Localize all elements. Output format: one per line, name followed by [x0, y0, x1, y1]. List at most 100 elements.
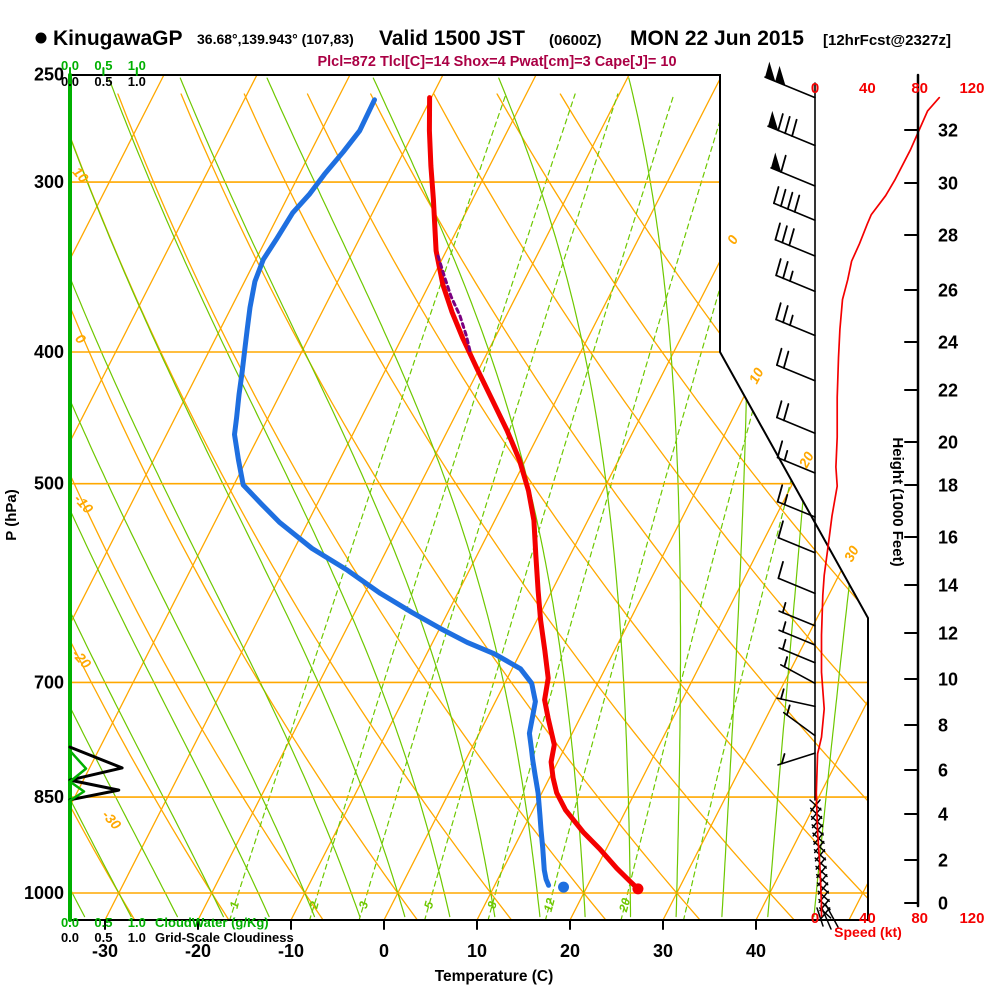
speed-tick-label-top: 0 [811, 80, 819, 97]
temperature-curve [426, 95, 641, 892]
moist-adiabat-line [498, 77, 632, 918]
wind-barb [779, 656, 816, 685]
isotherm-label: 20 [795, 449, 817, 471]
height-tick-label: 6 [938, 761, 948, 781]
wind-barb [778, 621, 816, 646]
moist-adiabat-line [70, 77, 316, 918]
isotherm-line [70, 75, 165, 920]
wind-barb [770, 152, 816, 187]
wind-barb [774, 222, 816, 257]
wind-barb [775, 302, 816, 337]
mixing-ratio-label: 20 [616, 896, 633, 914]
dry-adiabat-line [180, 93, 702, 920]
dry-adiabat-label: -30 [99, 807, 125, 833]
valid-zulu: (0600Z) [549, 32, 602, 49]
temperature-axis-title: Temperature (C) [435, 968, 554, 985]
pressure-tick-label: 500 [34, 474, 64, 494]
mixing-ratio-line [228, 93, 507, 920]
moist-adiabat-line [721, 77, 749, 918]
temperature-tick-label: -10 [278, 941, 304, 961]
temperature-surface-dot [632, 883, 644, 895]
moist-adiabat-line [266, 77, 541, 918]
mixing-ratio-label: 8 [484, 900, 499, 910]
height-axis-title: Height (1000 Feet) [889, 437, 906, 566]
pennant [765, 61, 776, 82]
forecast-tag: [12hrFcst@2327z] [823, 32, 951, 49]
mixing-ratio-label: 2 [306, 900, 322, 911]
height-tick-label: 12 [938, 624, 958, 644]
dewpoint-curve [232, 97, 552, 888]
height-tick-label: 4 [938, 805, 948, 825]
background-grid [70, 75, 868, 920]
isotherm-label: 10 [745, 365, 767, 386]
dry-adiabat-label: 0 [72, 330, 89, 347]
isotherm-line [290, 75, 723, 920]
parcel-curve [436, 254, 472, 352]
wind-barb [778, 638, 816, 664]
height-tick-label: 10 [938, 670, 958, 690]
dry-adiabat-line [306, 93, 868, 920]
height-tick-label: 24 [938, 333, 958, 353]
wind-barb [776, 400, 816, 435]
cloudiness-axis-title: Grid-Scale Cloudiness [155, 930, 294, 945]
wind-column [764, 61, 941, 930]
pressure-tick-label: 1000 [24, 883, 64, 903]
wind-barb [764, 61, 816, 99]
speed-tick-label-bottom: 120 [959, 910, 984, 927]
isotherm-line [569, 75, 868, 920]
pennant [775, 65, 786, 86]
isotherm-line [70, 75, 351, 920]
sounding-curves [232, 95, 641, 892]
isotherm-line [70, 75, 258, 920]
height-tick-label: 16 [938, 528, 958, 548]
height-tick-label: 0 [938, 894, 948, 914]
speed-tick-label-top: 40 [859, 80, 876, 97]
wind-barb [775, 258, 816, 293]
mixing-ratio-label: 3 [356, 900, 371, 910]
isotherm-label: 0 [723, 232, 741, 247]
mixing-ratio-label: 12 [541, 896, 558, 913]
static-labels: KinugawaGP 36.68°,139.943° (107,83) Vali… [3, 27, 951, 985]
mixing-ratio-line [358, 93, 619, 920]
temperature-tick-label: 40 [746, 941, 766, 961]
pressure-tick-label: 700 [34, 672, 64, 692]
cloudwater-tick-top: 0.5 [94, 58, 112, 73]
dry-adiabat-line [243, 93, 796, 920]
height-tick-label: 30 [938, 174, 958, 194]
dry-adiabat-line [433, 93, 868, 920]
temperature-tick-label: 10 [467, 941, 487, 961]
dry-adiabat-line [370, 93, 868, 920]
cloudiness-tick-top: 0.5 [94, 74, 112, 89]
temperature-tick-label: 0 [379, 941, 389, 961]
mixing-ratio-line [682, 93, 868, 920]
height-tick-label: 18 [938, 476, 958, 496]
cloudwater-profile [68, 749, 88, 802]
generated-tick-labels: 3230282624222018161412108642025030040050… [24, 58, 985, 961]
valid-time: Valid 1500 JST [379, 27, 525, 50]
surface-braid-spur [816, 907, 824, 927]
station-bullet-icon [35, 32, 47, 44]
wind-barb [767, 110, 816, 147]
dry-adiabat-line [496, 93, 868, 920]
dry-adiabat-label: -10 [71, 491, 97, 517]
height-tick-label: 2 [938, 851, 948, 871]
speed-tick-label-top: 120 [959, 80, 984, 97]
cloudiness-tick-bottom: 0.0 [61, 930, 79, 945]
pressure-tick-label: 850 [34, 787, 64, 807]
stability-params: Plcl=872 Tlcl[C]=14 Shox=4 Pwat[cm]=3 Ca… [317, 54, 676, 70]
pressure-tick-label: 250 [34, 64, 64, 84]
pennant [770, 152, 782, 173]
wind-barb [777, 520, 816, 554]
isotherm-line [848, 75, 868, 920]
cloudiness-tick-bottom: 1.0 [128, 930, 146, 945]
cloudiness-tick-top: 1.0 [128, 74, 146, 89]
isotherm-line [70, 75, 444, 920]
pressure-tick-label: 400 [34, 342, 64, 362]
temperature-tick-label: 30 [653, 941, 673, 961]
station-coords: 36.68°,139.943° (107,83) [197, 31, 354, 47]
height-tick-label: 28 [938, 226, 958, 246]
moist-adiabat-line [70, 77, 224, 918]
wind-barb [776, 347, 816, 382]
dry-adiabat-line [70, 93, 325, 920]
